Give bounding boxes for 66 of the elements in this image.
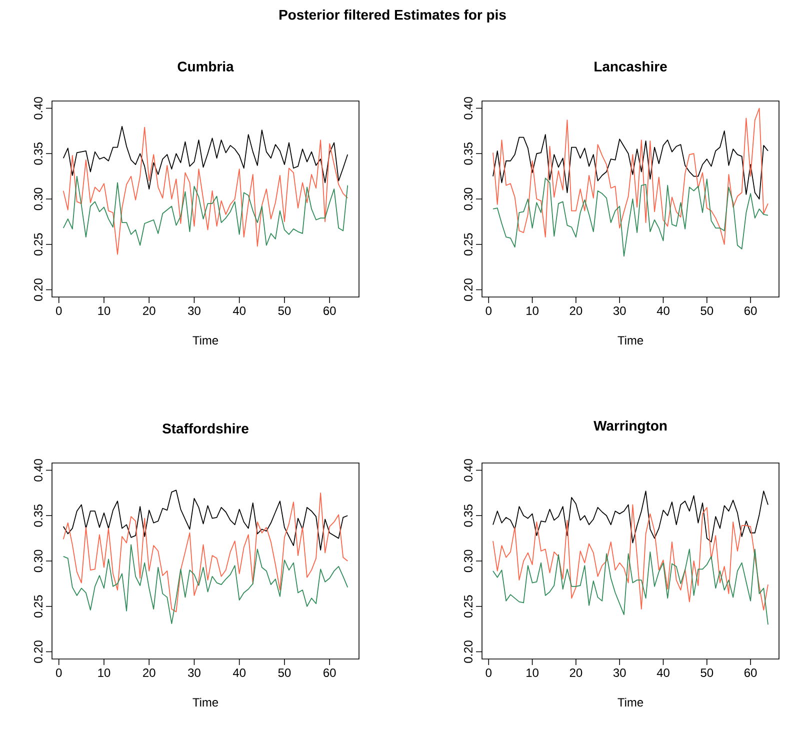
y-tick-label: 0.30 <box>34 188 42 210</box>
x-axis-title: Time <box>192 336 218 345</box>
x-tick-label: 20 <box>143 668 156 677</box>
y-tick-label: 0.40 <box>464 97 472 120</box>
x-tick-label: 60 <box>324 668 336 677</box>
y-tick-label: 0.35 <box>34 504 42 527</box>
x-tick-label: 50 <box>278 306 291 315</box>
y-tick-label: 0.30 <box>34 550 42 572</box>
y-tick-label: 0.20 <box>34 278 42 301</box>
x-tick-label: 0 <box>56 306 62 315</box>
line-series <box>62 544 348 624</box>
y-tick-label: 0.40 <box>464 459 472 482</box>
y-tick-label: 0.35 <box>464 504 472 527</box>
x-tick-label: 0 <box>486 668 492 677</box>
line-series <box>492 504 768 610</box>
x-tick-label: 40 <box>232 306 246 315</box>
line-series <box>492 108 768 245</box>
x-tick-label: 60 <box>744 306 757 315</box>
x-axis-title: Time <box>618 698 644 707</box>
x-tick-label: 10 <box>98 668 110 677</box>
y-tick-label: 0.30 <box>464 550 472 572</box>
x-tick-label: 40 <box>656 668 670 677</box>
line-series <box>62 126 348 190</box>
chart-title: Cumbria <box>178 61 234 72</box>
x-tick-label: 60 <box>324 306 336 315</box>
y-tick-label: 0.40 <box>34 97 42 120</box>
x-tick-label: 10 <box>526 668 538 677</box>
x-tick-label: 60 <box>744 668 757 677</box>
x-axis-title: Time <box>618 336 644 345</box>
x-tick-label: 10 <box>98 306 110 315</box>
x-tick-label: 20 <box>143 306 156 315</box>
x-tick-label: 30 <box>613 668 626 677</box>
x-tick-label: 30 <box>188 306 200 315</box>
line-series <box>492 490 768 544</box>
x-tick-label: 40 <box>232 668 246 677</box>
text: Posterior filtered Estimates for pis <box>280 9 506 22</box>
line-series <box>62 492 348 612</box>
y-tick-label: 0.35 <box>464 142 472 165</box>
x-axis-title: Time <box>192 698 218 707</box>
x-tick-label: 20 <box>570 668 582 677</box>
line-series <box>62 126 348 255</box>
x-tick-label: 30 <box>188 668 200 677</box>
y-tick-label: 0.25 <box>464 595 472 618</box>
chart-title: Warrington <box>594 420 667 434</box>
y-tick-label: 0.25 <box>34 233 42 256</box>
y-tick-label: 0.40 <box>34 459 42 482</box>
x-tick-label: 50 <box>278 668 291 677</box>
line-series <box>492 178 768 257</box>
y-tick-label: 0.25 <box>34 595 42 618</box>
x-tick-label: 0 <box>56 668 62 677</box>
y-tick-label: 0.20 <box>464 278 472 301</box>
x-tick-label: 0 <box>486 306 492 315</box>
x-tick-label: 50 <box>700 668 714 677</box>
x-tick-label: 20 <box>570 306 582 315</box>
y-tick-label: 0.35 <box>34 142 42 165</box>
y-tick-label: 0.30 <box>464 188 472 210</box>
x-tick-label: 40 <box>656 306 670 315</box>
y-tick-label: 0.20 <box>464 640 472 663</box>
y-tick-label: 0.20 <box>34 640 42 663</box>
x-tick-label: 50 <box>700 306 714 315</box>
chart-title: Lancashire <box>594 61 667 72</box>
x-tick-label: 30 <box>613 306 626 315</box>
x-tick-label: 10 <box>526 306 538 315</box>
chart-title: Staffordshire <box>162 423 248 434</box>
y-tick-label: 0.25 <box>464 233 472 256</box>
line-series <box>492 130 768 200</box>
